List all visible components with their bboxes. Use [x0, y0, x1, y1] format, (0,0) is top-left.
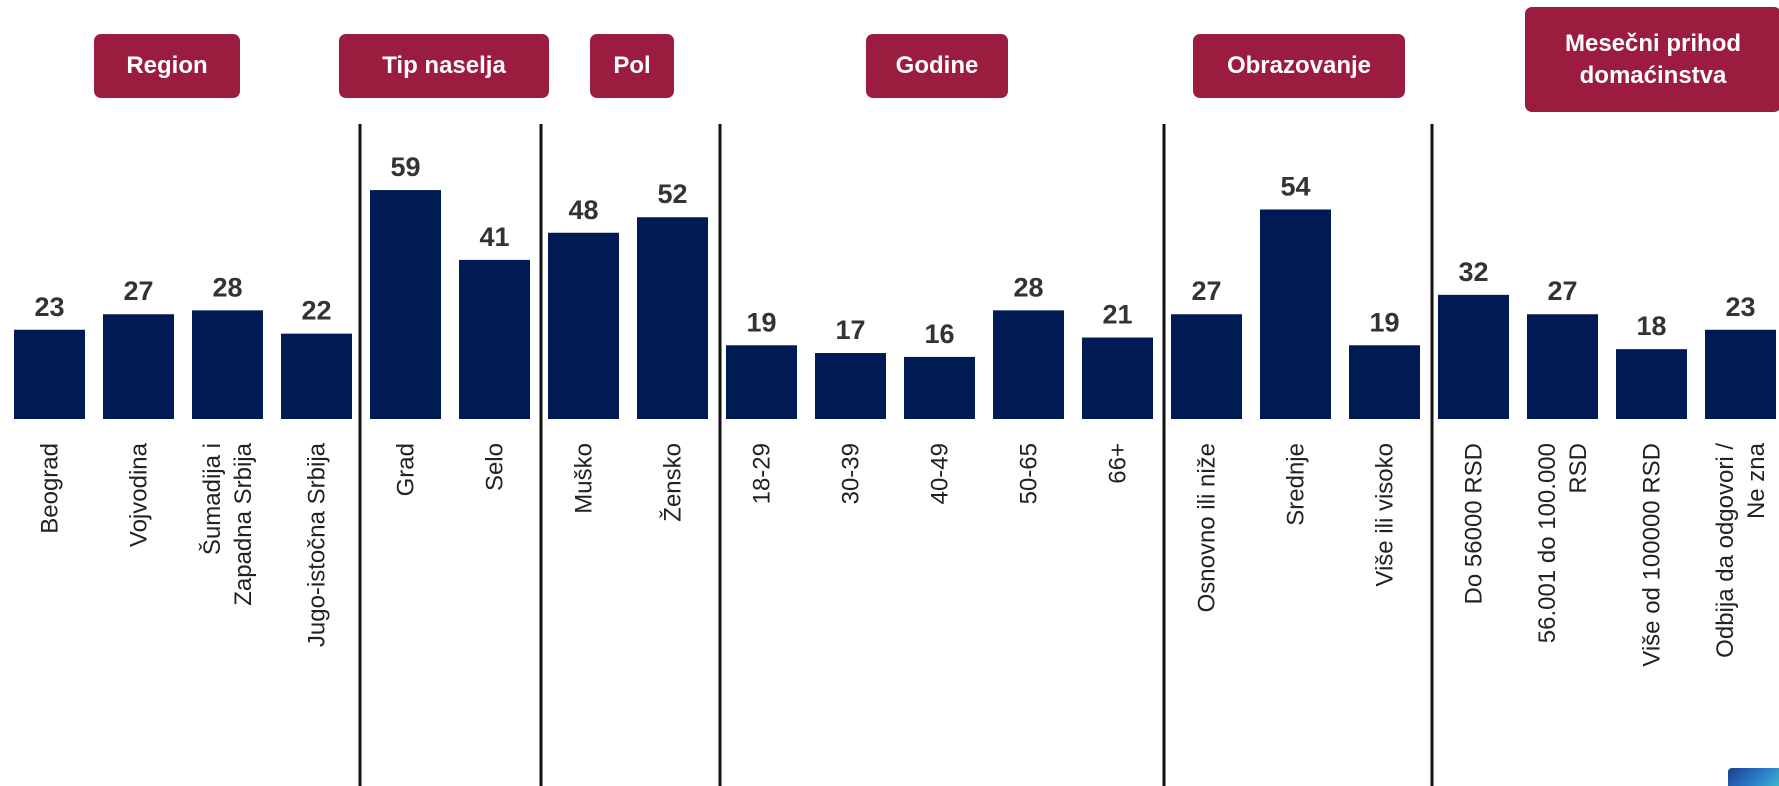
category-label-line: Jugo-istočna Srbija: [304, 442, 331, 647]
data-label: 54: [1280, 171, 1310, 201]
data-label: 27: [1191, 276, 1221, 306]
category-label: Do 56000 RSD: [1461, 443, 1488, 604]
category-label-line: Vojvodina: [126, 442, 153, 547]
bar: [459, 259, 530, 419]
bar: [1082, 337, 1153, 419]
data-label: 17: [835, 315, 865, 345]
category-label-line: 30-39: [838, 443, 865, 504]
category-label: Beograd: [37, 443, 64, 534]
category-label-line: Žensko: [660, 443, 687, 522]
bar: [1171, 314, 1242, 419]
category-label: 50-65: [1016, 443, 1043, 504]
group-header: Pol: [590, 34, 674, 98]
bar: [192, 310, 263, 419]
category-label: Više od 100000 RSD: [1639, 443, 1666, 667]
category-label-line: 18-29: [749, 443, 776, 504]
data-label: 18: [1636, 311, 1666, 341]
category-label-line: 66+: [1105, 443, 1132, 484]
category-label: Grad: [393, 443, 420, 496]
group-header: Obrazovanje: [1193, 34, 1405, 98]
bar: [904, 356, 975, 419]
category-label-line: Više ili visoko: [1372, 443, 1399, 587]
category-label: Selo: [482, 443, 509, 491]
bar: [281, 333, 352, 419]
category-label: Odbija da odgovori / Ne zna: [1712, 442, 1770, 657]
corner-logo-icon: [1728, 768, 1779, 786]
data-label: 27: [1547, 276, 1577, 306]
bar: [637, 217, 708, 419]
category-label-line: Do 56000 RSD: [1461, 443, 1488, 604]
category-label-line: Osnovno ili niže: [1194, 443, 1221, 612]
data-label: 52: [657, 179, 687, 209]
data-label: 19: [746, 307, 776, 337]
category-label: Više ili visoko: [1372, 443, 1399, 587]
category-label: 66+: [1105, 443, 1132, 484]
data-label: 28: [1013, 272, 1043, 302]
data-label: 19: [1369, 307, 1399, 337]
category-label: 56.001 do 100.000 RSD: [1534, 443, 1592, 643]
data-label: 32: [1458, 257, 1488, 287]
category-label: Žensko: [660, 443, 687, 522]
category-label-line: Grad: [393, 443, 420, 496]
group-header: Mesečni prihod domaćinstva: [1525, 7, 1779, 112]
data-label: 27: [123, 276, 153, 306]
category-label: Osnovno ili niže: [1194, 443, 1221, 612]
data-label: 23: [1725, 292, 1755, 322]
category-label-line: Ne zna: [1743, 442, 1770, 519]
bar: [1705, 329, 1776, 419]
category-label-line: Odbija da odgovori /: [1712, 443, 1739, 658]
category-label: Jugo-istočna Srbija: [304, 442, 331, 647]
data-label: 23: [34, 292, 64, 322]
data-label: 22: [301, 296, 331, 326]
category-label-line: 56.001 do 100.000: [1534, 443, 1561, 643]
data-label: 28: [212, 272, 242, 302]
bar: [1438, 294, 1509, 419]
category-label-line: 40-49: [927, 443, 954, 504]
category-label-line: Beograd: [37, 443, 64, 534]
group-header: Tip naselja: [339, 34, 549, 98]
group-header: Region: [94, 34, 240, 98]
bar: [1260, 209, 1331, 419]
bar: [1527, 314, 1598, 419]
category-label: Muško: [571, 443, 598, 514]
bar: [993, 310, 1064, 419]
category-label: Srednje: [1283, 443, 1310, 526]
data-label: 59: [390, 152, 420, 182]
bar: [14, 329, 85, 419]
category-label-line: 50-65: [1016, 443, 1043, 504]
bar: [726, 345, 797, 419]
data-label: 41: [479, 222, 509, 252]
category-label: 30-39: [838, 443, 865, 504]
data-label: 16: [924, 319, 954, 349]
category-label: 18-29: [749, 443, 776, 504]
category-label: Vojvodina: [126, 442, 153, 547]
category-label-line: Više od 100000 RSD: [1639, 443, 1666, 667]
category-label-line: Selo: [482, 443, 509, 491]
bar: [370, 190, 441, 419]
bar: [548, 232, 619, 419]
bar: [1616, 349, 1687, 419]
category-label-line: RSD: [1565, 443, 1592, 494]
data-label: 21: [1102, 300, 1132, 330]
bar: [815, 353, 886, 419]
category-label-line: Srednje: [1283, 443, 1310, 526]
bar: [103, 314, 174, 419]
category-label: 40-49: [927, 443, 954, 504]
category-label-line: Šumadija i: [198, 443, 226, 555]
category-label: Šumadija i Zapadna Srbija: [198, 442, 257, 605]
category-label-line: Muško: [571, 443, 598, 514]
data-label: 48: [568, 195, 598, 225]
category-label-line: Zapadna Srbija: [230, 442, 257, 605]
group-header: Godine: [866, 34, 1008, 98]
bar: [1349, 345, 1420, 419]
